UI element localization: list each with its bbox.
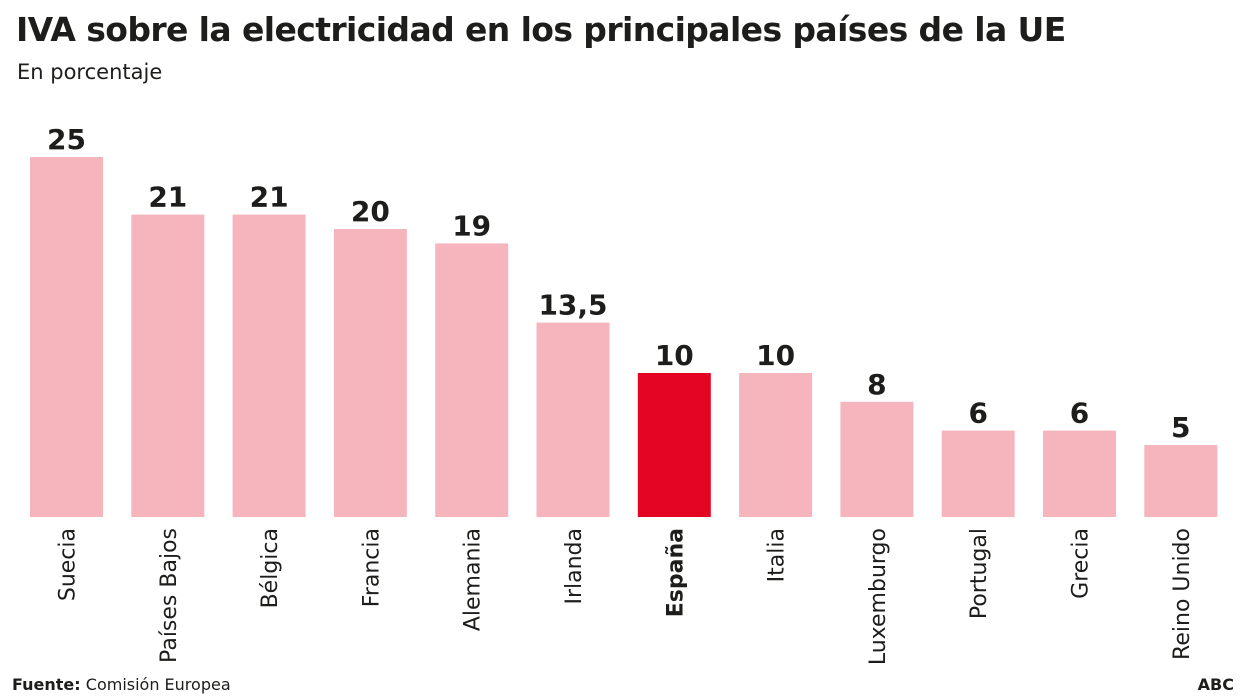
bar-alemania — [435, 243, 509, 517]
value-label-francia: 20 — [351, 195, 390, 228]
bar-belgica — [232, 214, 306, 517]
bar-irlanda — [536, 322, 610, 517]
source-label: Fuente: — [12, 675, 81, 694]
category-label-italia: Italia — [765, 528, 790, 582]
value-label-italia: 10 — [756, 339, 795, 372]
category-label-grecia: Grecia — [1069, 528, 1094, 599]
source-note: Fuente: Comisión Europea — [12, 675, 231, 694]
value-label-paises-bajos: 21 — [148, 181, 187, 214]
chart-subtitle: En porcentaje — [17, 60, 163, 84]
category-label-alemania: Alemania — [461, 528, 486, 631]
bar-luxemburgo — [840, 401, 914, 517]
value-label-espana: 10 — [655, 339, 694, 372]
value-label-belgica: 21 — [250, 181, 289, 214]
category-label-paises-bajos: Países Bajos — [157, 528, 182, 663]
bar-italia — [739, 373, 813, 517]
category-label-irlanda: Irlanda — [562, 528, 587, 605]
value-label-grecia: 6 — [1070, 397, 1089, 430]
brand-logo-text: ABC — [1197, 675, 1234, 694]
value-label-portugal: 6 — [968, 397, 987, 430]
value-label-alemania: 19 — [452, 209, 491, 242]
category-label-portugal: Portugal — [967, 528, 992, 619]
value-label-luxemburgo: 8 — [867, 368, 886, 401]
bar-chart: 25 Suecia 21 Países Bajos 21 Bélgica 20 Francia… — [30, 123, 1218, 665]
category-label-francia: Francia — [359, 528, 384, 607]
value-label-irlanda: 13,5 — [538, 289, 607, 322]
bar-paises-bajos — [131, 214, 205, 517]
source-value: Comisión Europea — [85, 675, 231, 694]
category-label-reino-unido: Reino Unido — [1170, 528, 1195, 660]
bar-reino-unido — [1144, 445, 1218, 517]
bar-grecia — [1043, 430, 1116, 517]
value-label-reino-unido: 5 — [1171, 411, 1190, 444]
category-label-espana: España — [663, 528, 688, 617]
category-label-luxemburgo: Luxemburgo — [866, 528, 891, 665]
bar-espana — [637, 373, 711, 517]
value-label-suecia: 25 — [47, 123, 86, 156]
bar-portugal — [941, 430, 1015, 517]
chart-title: IVA sobre la electricidad en los princip… — [16, 10, 1066, 49]
bar-suecia — [30, 157, 103, 517]
bar-francia — [333, 229, 407, 517]
category-label-suecia: Suecia — [56, 528, 81, 601]
category-label-belgica: Bélgica — [258, 528, 283, 608]
